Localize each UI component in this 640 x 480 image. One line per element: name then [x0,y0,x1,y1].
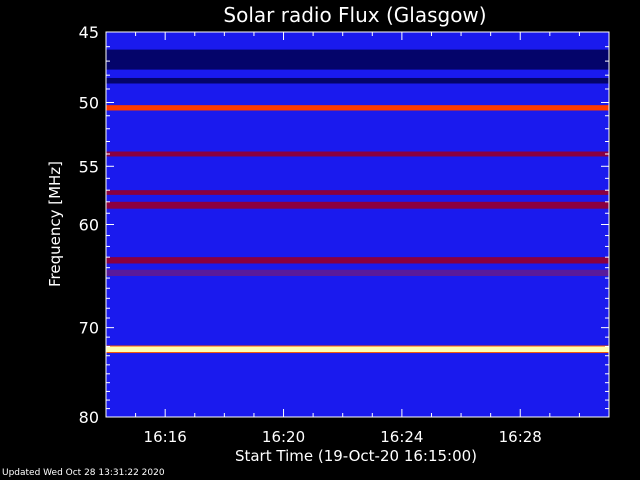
spectral-band [106,201,609,209]
y-tick-label: 80 [79,408,99,427]
plot-area [106,32,609,417]
y-tick-label: 50 [79,94,99,113]
spectral-band-edge [106,345,609,347]
plot-background [106,32,609,417]
spectral-band [106,151,609,157]
y-tick-label: 70 [79,319,99,338]
spectral-band [106,190,609,195]
spectral-band [106,49,609,70]
x-axis-label: Start Time (19-Oct-20 16:15:00) [235,447,477,465]
spectral-band [106,346,609,353]
footer-timestamp: Updated Wed Oct 28 13:31:22 2020 [2,468,165,478]
spectral-band [106,257,609,264]
spectral-band [106,269,609,276]
x-tick-label: 16:24 [380,428,423,446]
spectral-band-edge [106,352,609,354]
y-axis-label: Frequency [MHz] [46,161,64,287]
y-tick-label: 60 [79,216,99,235]
spectral-band [106,105,609,111]
chart-title: Solar radio Flux (Glasgow) [223,3,486,27]
x-tick-label: 16:28 [499,428,542,446]
spectral-band [106,77,609,84]
x-axis: 16:16 16:20 16:24 16:28 [105,32,610,446]
y-axis: 45 50 55 60 70 80 [79,23,609,427]
x-tick-label: 16:20 [262,428,305,446]
x-tick-label: 16:16 [144,428,187,446]
y-tick-label: 45 [79,23,99,42]
y-tick-label: 55 [79,157,99,176]
